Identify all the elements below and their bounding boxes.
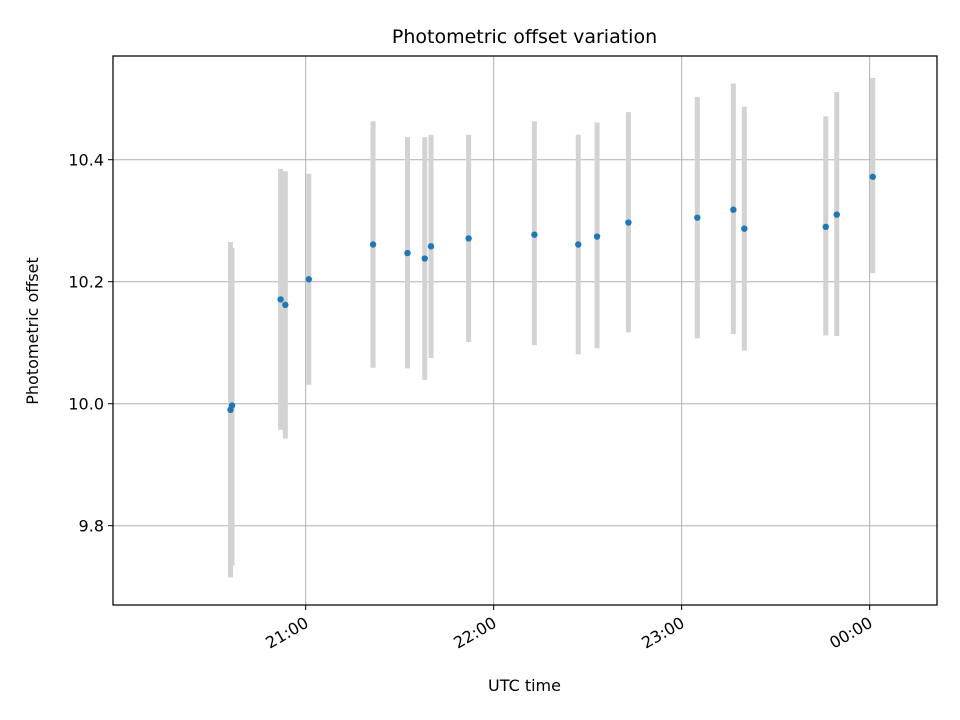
plot-area <box>112 55 938 606</box>
y-tick-label: 10.2 <box>68 273 104 292</box>
data-point <box>833 211 840 218</box>
y-tick-label: 9.8 <box>79 517 104 536</box>
y-tick-label: 10.0 <box>68 395 104 414</box>
data-points <box>227 173 876 413</box>
data-point <box>305 276 313 283</box>
data-point <box>730 206 737 213</box>
data-point <box>741 225 748 232</box>
y-axis: 9.8 10.0 10.2 10.4 <box>68 151 113 536</box>
data-point <box>404 249 411 257</box>
data-point <box>694 214 701 221</box>
data-point <box>465 235 472 242</box>
data-point <box>277 296 284 303</box>
grid <box>113 56 937 605</box>
data-point <box>369 241 377 248</box>
plot-frame <box>112 55 938 606</box>
y-tick-label: 10.4 <box>68 151 104 170</box>
plot-background <box>113 56 937 605</box>
x-axis-label: UTC time <box>488 676 561 695</box>
y-axis-label: Photometric offset <box>23 257 42 405</box>
data-point <box>625 219 632 226</box>
data-point <box>869 173 876 180</box>
chart-title: Photometric offset variation <box>392 26 657 48</box>
data-point <box>593 233 601 240</box>
data-point <box>421 255 428 262</box>
data-point <box>575 241 582 248</box>
data-point <box>282 301 289 309</box>
data-point <box>228 402 236 409</box>
data-point <box>427 243 435 250</box>
data-point <box>822 223 829 230</box>
data-point <box>531 231 538 238</box>
